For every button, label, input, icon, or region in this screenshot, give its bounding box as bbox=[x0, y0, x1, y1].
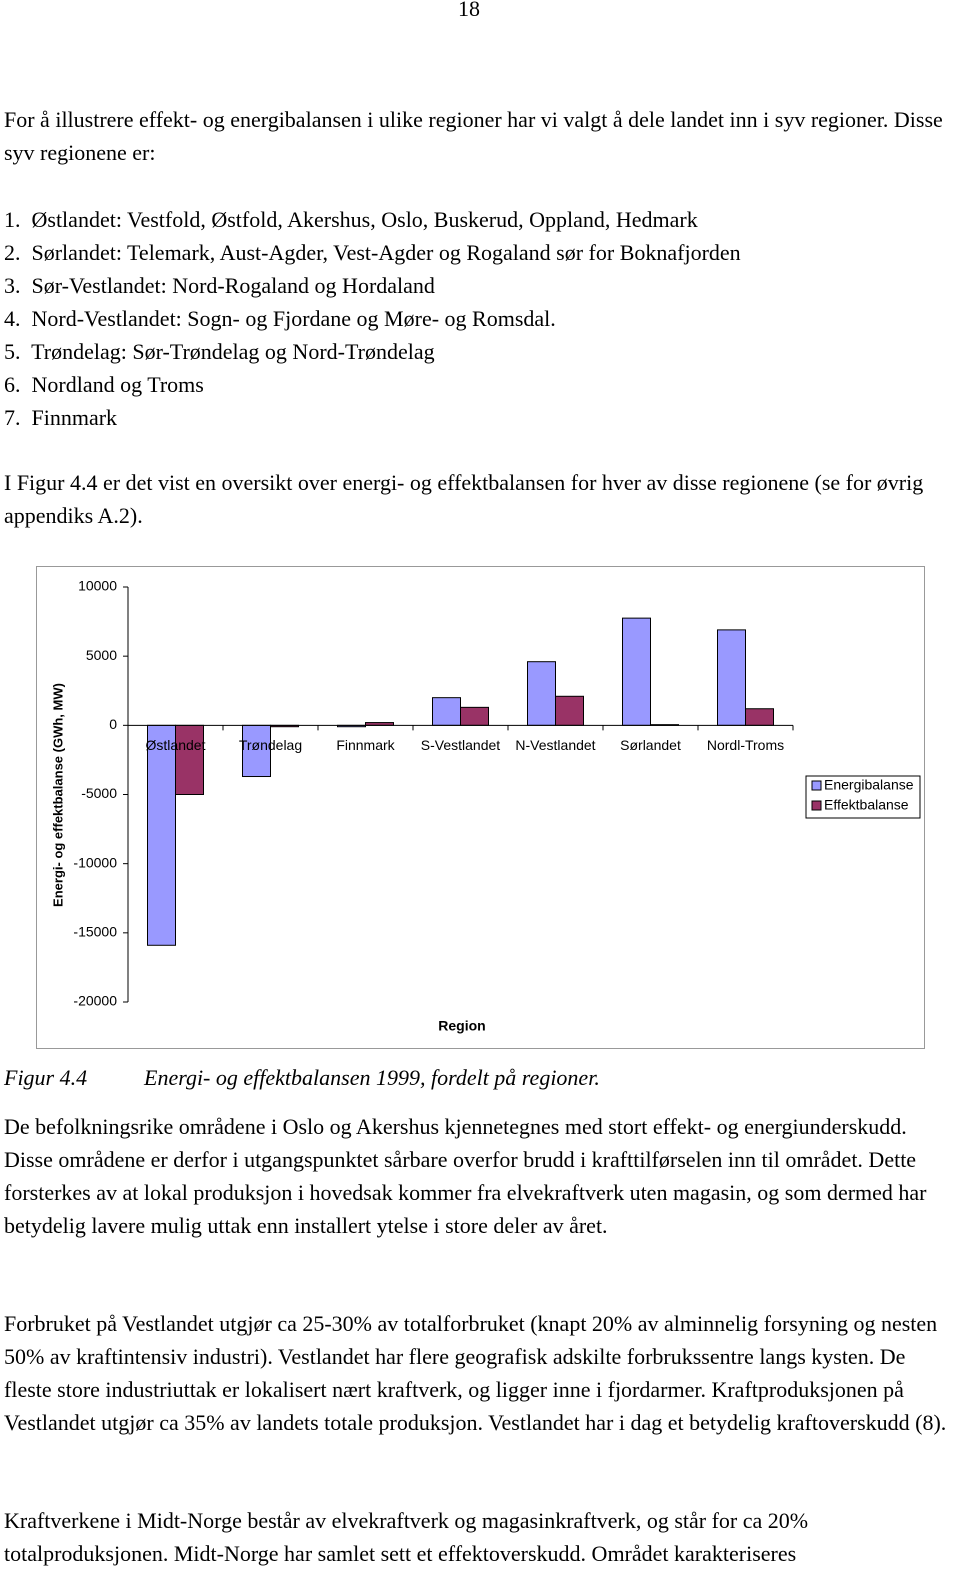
caption-text: Energi- og effektbalansen 1999, fordelt … bbox=[144, 1065, 600, 1090]
list-item: 6. Nordland og Troms bbox=[4, 372, 204, 397]
bar bbox=[147, 724, 176, 946]
bar bbox=[527, 661, 556, 726]
bar bbox=[175, 724, 204, 795]
list-item: 2. Sørlandet: Telemark, Aust-Agder, Vest… bbox=[4, 240, 741, 265]
x-tick-label: Trøndelag bbox=[239, 737, 302, 753]
bar bbox=[432, 697, 461, 726]
y-tick-label: 0 bbox=[109, 716, 117, 732]
y-axis-label: Energi- og effektbalanse (GWh, MW) bbox=[50, 683, 65, 907]
y-tick-label: 5000 bbox=[86, 647, 117, 663]
caption-label: Figur 4.4 bbox=[4, 1065, 88, 1090]
legend-box bbox=[805, 775, 921, 819]
y-tick-label: 10000 bbox=[78, 578, 117, 594]
chart-border bbox=[36, 566, 925, 1049]
paragraph: Forbruket på Vestlandet utgjør ca 25-30%… bbox=[4, 1311, 947, 1435]
region-list: 1. Østlandet: Vestfold, Østfold, Akershu… bbox=[4, 203, 956, 434]
legend-swatch bbox=[811, 800, 822, 811]
list-item: 5. Trøndelag: Sør-Trøndelag og Nord-Trøn… bbox=[4, 339, 435, 364]
x-tick-label: S-Vestlandet bbox=[421, 737, 500, 753]
legend-swatch bbox=[811, 780, 822, 791]
x-tick-label: Finnmark bbox=[336, 737, 395, 753]
paragraph: De befolkningsrike områdene i Oslo og Ak… bbox=[4, 1114, 927, 1238]
list-item: 1. Østlandet: Vestfold, Østfold, Akershu… bbox=[4, 207, 698, 232]
x-tick-label: Sørlandet bbox=[620, 737, 681, 753]
bar bbox=[460, 706, 489, 726]
bar bbox=[745, 708, 774, 726]
paragraph: I Figur 4.4 er det vist en oversikt over… bbox=[4, 470, 924, 528]
x-axis-label: Region bbox=[438, 1018, 485, 1034]
page-number: 18 bbox=[458, 0, 480, 21]
y-tick-label: -5000 bbox=[81, 785, 117, 801]
bar bbox=[622, 617, 651, 726]
bar bbox=[242, 724, 271, 778]
list-item: 3. Sør-Vestlandet: Nord-Rogaland og Hord… bbox=[4, 273, 435, 298]
legend-label: Effektbalanse bbox=[824, 797, 909, 813]
list-item: 7. Finnmark bbox=[4, 405, 118, 430]
legend-label: Energibalanse bbox=[824, 777, 914, 793]
x-tick-label: N-Vestlandet bbox=[515, 737, 595, 753]
bar bbox=[555, 695, 584, 726]
y-tick-label: -10000 bbox=[73, 854, 117, 870]
chart: Energi- og effektbalanse (GWh, MW) Regio… bbox=[36, 566, 925, 1049]
list-item: 4. Nord-Vestlandet: Sogn- og Fjordane og… bbox=[4, 306, 556, 331]
x-tick-label: Østlandet bbox=[146, 737, 206, 753]
paragraph: For å illustrere effekt- og energibalans… bbox=[4, 107, 943, 165]
x-tick-label: Nordl-Troms bbox=[707, 737, 784, 753]
bar bbox=[717, 629, 746, 726]
paragraph: Kraftverkene i Midt-Norge består av elve… bbox=[4, 1508, 809, 1566]
y-tick-label: -15000 bbox=[73, 924, 117, 940]
y-tick-label: -20000 bbox=[73, 993, 117, 1009]
figure-caption: Figur 4.4 Energi- og effektbalansen 1999,… bbox=[4, 1065, 600, 1091]
